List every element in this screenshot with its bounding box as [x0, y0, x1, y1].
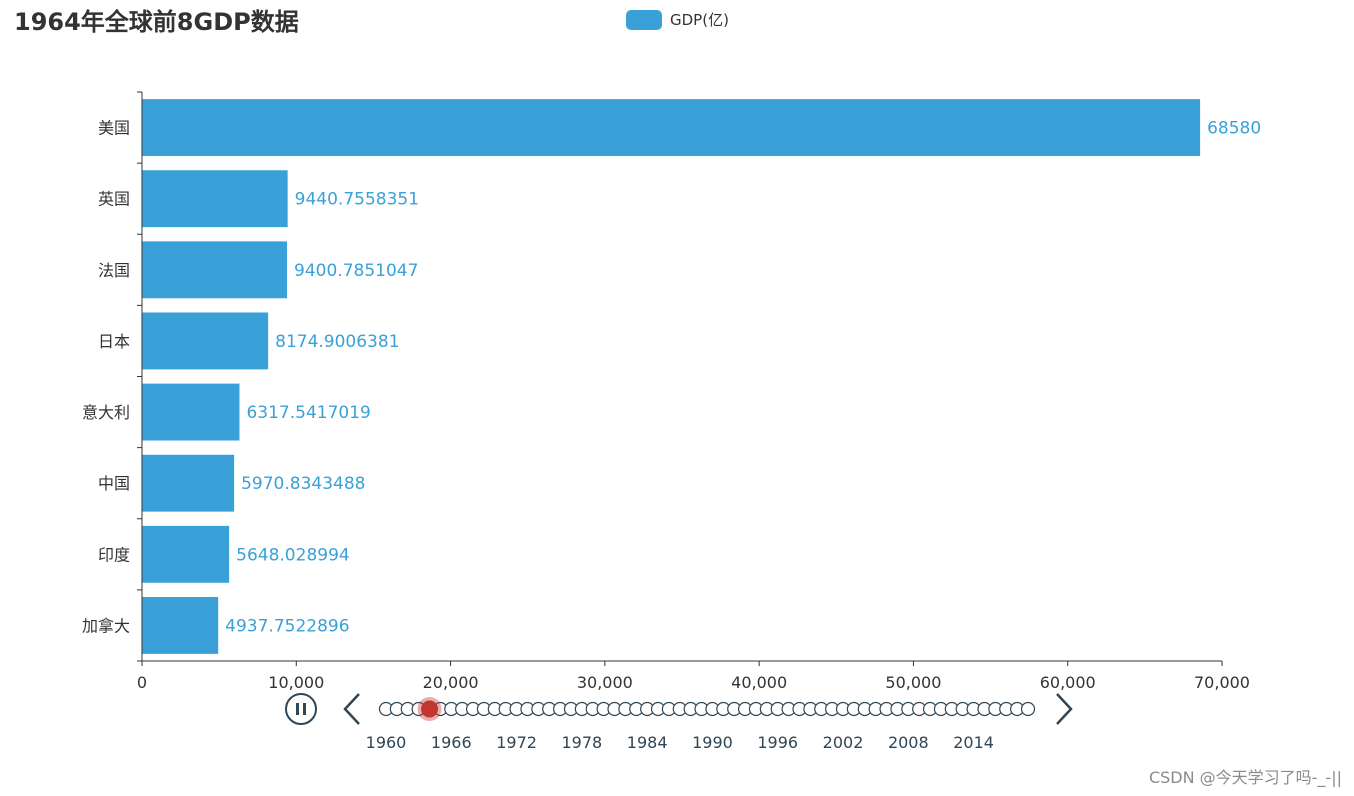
x-tick-label: 20,000 [423, 673, 479, 692]
bar-value-label: 4937.7522896 [225, 616, 349, 636]
y-tick-label: 英国 [98, 190, 130, 209]
y-tick-label: 中国 [98, 474, 130, 493]
bar-value-label: 5970.8343488 [241, 474, 365, 494]
timeline-year-label[interactable]: 1996 [757, 733, 798, 752]
bars-group: 68580 9440.7558351 9400.7851047 8174.900638… [142, 99, 1261, 654]
bar[interactable] [142, 525, 230, 583]
y-tick-label: 法国 [98, 261, 130, 280]
legend-label: GDP(亿) [670, 11, 729, 29]
y-tick-label: 日本 [98, 332, 130, 351]
timeline-year-label[interactable]: 1960 [366, 733, 407, 752]
timeline-year-label[interactable]: 2008 [888, 733, 929, 752]
bar-value-label: 9400.7851047 [294, 261, 418, 281]
x-tick-label: 70,000 [1194, 673, 1250, 692]
bar[interactable] [142, 454, 235, 512]
bar-value-label: 9440.7558351 [295, 190, 419, 210]
legend-swatch [626, 9, 662, 30]
x-tick-label: 10,000 [268, 673, 324, 692]
pause-bar [296, 703, 299, 715]
bar[interactable] [142, 241, 288, 299]
x-tick-label: 50,000 [885, 673, 941, 692]
bar-value-label: 68580 [1207, 119, 1261, 139]
bar-value-label: 6317.5417019 [246, 403, 370, 423]
watermark: CSDN @今天学习了吗-_-|| [1148, 768, 1342, 787]
bar[interactable] [142, 99, 1201, 157]
timeline-year-label[interactable]: 2014 [953, 733, 994, 752]
legend[interactable]: GDP(亿) [626, 9, 729, 30]
x-tick-label: 0 [137, 673, 147, 692]
timeline-year-label[interactable]: 1990 [692, 733, 733, 752]
pause-button[interactable] [285, 693, 317, 725]
timeline-year-label[interactable]: 1984 [627, 733, 668, 752]
timeline-year-label[interactable]: 1966 [431, 733, 472, 752]
y-tick-label: 意大利 [82, 403, 130, 422]
bar[interactable] [142, 383, 240, 441]
bar-value-label: 5648.028994 [236, 545, 350, 565]
bar-value-label: 8174.9006381 [275, 332, 399, 352]
pause-bar [303, 703, 306, 715]
bar[interactable] [142, 312, 269, 370]
chevron-left-icon[interactable] [343, 693, 360, 725]
timeline-current-point[interactable] [421, 700, 439, 718]
bar[interactable] [142, 170, 288, 228]
bar[interactable] [142, 596, 219, 654]
x-tick-label: 40,000 [731, 673, 787, 692]
timeline-point[interactable] [1020, 701, 1036, 717]
pause-icon[interactable] [285, 693, 317, 725]
chart-title: 1964年全球前8GDP数据 [14, 8, 299, 36]
chevron-right-icon[interactable] [1056, 693, 1073, 725]
y-tick-label: 美国 [98, 119, 130, 138]
y-tick-label: 印度 [98, 545, 130, 564]
x-tick-label: 60,000 [1040, 673, 1096, 692]
x-tick-label: 30,000 [577, 673, 633, 692]
y-tick-label: 加拿大 [82, 616, 130, 635]
timeline-year-label[interactable]: 2002 [823, 733, 864, 752]
timeline-year-label[interactable]: 1972 [496, 733, 537, 752]
timeline[interactable]: 1960 1966 1972 1978 1984 1990 1996 2002 2008 2014 [285, 693, 1073, 752]
timeline-year-label[interactable]: 1978 [562, 733, 603, 752]
